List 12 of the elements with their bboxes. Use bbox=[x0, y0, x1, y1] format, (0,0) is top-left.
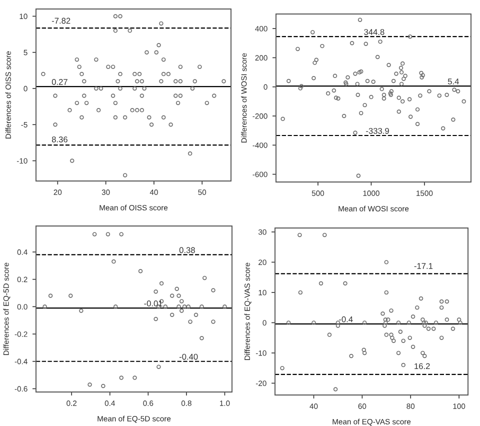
ref-line-label: 0.27 bbox=[52, 78, 68, 85]
annotation: 16.2 bbox=[414, 363, 430, 370]
ref-line-label: 5.4 bbox=[448, 78, 459, 84]
ref-line-label: 0.38 bbox=[179, 247, 195, 254]
ref-line-label: -0.4 bbox=[339, 316, 353, 322]
ref-line-label: -333.9 bbox=[366, 128, 389, 134]
ref-line-label: -0.01 bbox=[144, 300, 162, 306]
ref-line-label: -0.40 bbox=[179, 354, 198, 360]
ref-line-label: 344.8 bbox=[364, 29, 384, 35]
annotation: -17.1 bbox=[414, 263, 433, 269]
annotation: -7.82 bbox=[52, 18, 70, 24]
annotation: 8.36 bbox=[52, 136, 68, 142]
